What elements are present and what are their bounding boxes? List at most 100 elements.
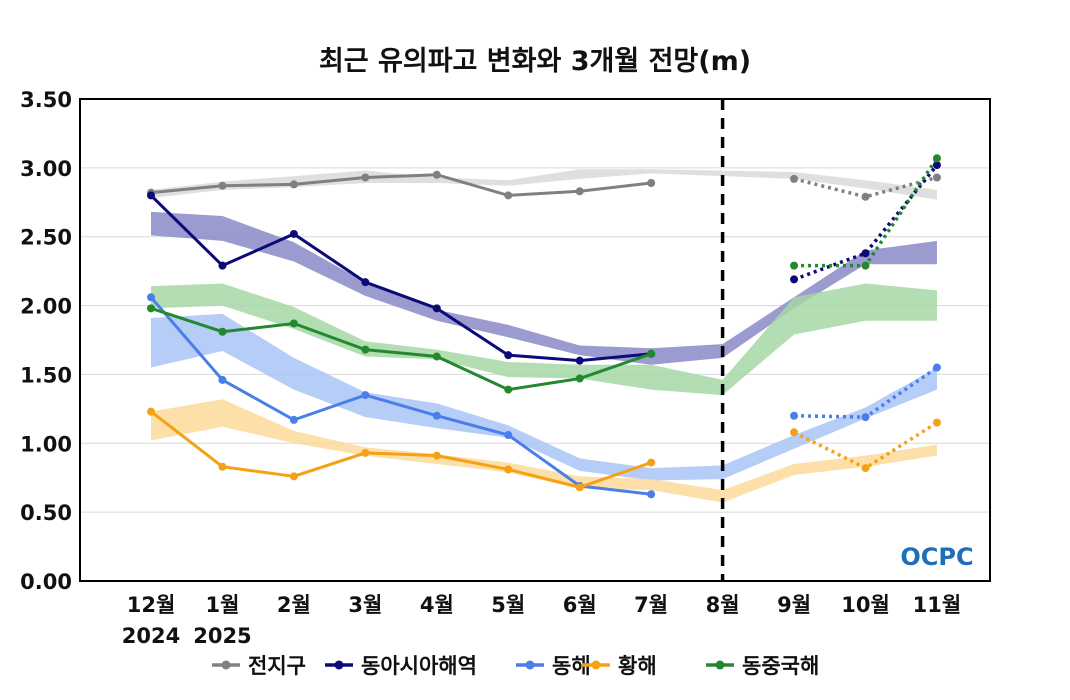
year-label: 2024 — [122, 624, 180, 648]
observed-point — [575, 356, 584, 365]
observed-line-전지구 — [150, 173, 652, 197]
observed-point — [147, 407, 155, 416]
observed-point — [289, 415, 298, 424]
observed-point — [218, 261, 227, 270]
logo-text: OCPC — [900, 543, 973, 571]
legend-marker — [334, 660, 344, 670]
y-tick-label: 1.50 — [20, 363, 72, 387]
observed-point — [504, 465, 513, 474]
observed-point — [218, 375, 227, 384]
observed-point — [218, 181, 227, 190]
y-tick-label: 3.00 — [20, 157, 72, 181]
legend-label: 동중국해 — [742, 654, 819, 678]
forecast-point — [932, 154, 941, 163]
x-axis-ticks: 12월 1월 2월 3월 4월 5월 6월 7월 8월 9월 10월 11월 — [127, 593, 961, 617]
observed-point — [432, 170, 441, 179]
plot-frame — [79, 98, 991, 582]
y-tick-label: 2.50 — [20, 226, 72, 250]
legend-item: 황해 — [582, 654, 657, 678]
legend-marker — [715, 660, 725, 670]
forecast-point — [861, 413, 870, 422]
x-tick-label: 11월 — [913, 593, 962, 617]
forecast-point — [932, 418, 941, 427]
observed-point — [289, 319, 298, 328]
y-tick-label: 2.00 — [20, 295, 72, 319]
forecast-point — [790, 261, 799, 270]
observed-point — [647, 349, 656, 358]
forecast-point — [861, 192, 870, 201]
x-tick-label: 10월 — [841, 593, 890, 617]
range-band-황해 — [151, 399, 937, 503]
legend-label: 전지구 — [248, 654, 306, 678]
range-bands — [151, 169, 937, 503]
legend-label: 황해 — [618, 654, 657, 678]
observed-point — [432, 352, 441, 361]
observed-point — [147, 293, 155, 302]
observed-point — [504, 385, 513, 394]
observed-point — [361, 448, 370, 457]
legend-item: 동아시아해역 — [325, 654, 477, 678]
x-tick-label: 8월 — [706, 593, 740, 617]
observed-point — [289, 229, 298, 238]
forecast-point — [932, 363, 941, 372]
forecast-point — [861, 261, 870, 270]
y-tick-label: 0.50 — [20, 501, 72, 525]
range-band-동아시아해역 — [151, 211, 937, 365]
forecast-point — [932, 173, 941, 182]
observed-point — [647, 490, 656, 499]
observed-point — [504, 431, 513, 440]
x-tick-label: 2월 — [277, 593, 311, 617]
forecast-point — [790, 411, 799, 420]
legend-item: 동중국해 — [706, 654, 819, 678]
observed-point — [361, 173, 370, 182]
x-tick-label: 5월 — [491, 593, 525, 617]
forecast-point — [790, 275, 799, 284]
year-labels: 2024 2025 — [122, 624, 252, 648]
observed-point — [575, 187, 584, 196]
observed-line-황해 — [150, 410, 652, 489]
observed-point — [147, 304, 155, 313]
observed-point — [432, 451, 441, 460]
observed-point — [289, 180, 298, 189]
legend-marker — [525, 660, 535, 670]
x-tick-label: 7월 — [634, 593, 668, 617]
legend-item: 동해 — [516, 654, 591, 678]
observed-point — [218, 327, 227, 336]
ocpc-logo: OCPC — [900, 543, 973, 571]
legend-item: 전지구 — [212, 654, 306, 678]
observed-line-동해 — [149, 296, 652, 496]
year-label: 2025 — [193, 624, 251, 648]
legend-label: 동아시아해역 — [361, 654, 477, 678]
observed-point — [432, 411, 441, 420]
observed-point — [361, 345, 370, 354]
x-tick-label: 12월 — [127, 593, 176, 617]
legend: 전지구 동아시아해역 동해 황해 동중국해 — [212, 654, 819, 678]
forecast-point — [861, 464, 870, 473]
legend-marker — [591, 660, 601, 670]
series-lines — [147, 154, 941, 499]
forecast-point — [861, 249, 870, 258]
observed-point — [647, 179, 656, 188]
y-tick-label: 0.00 — [20, 570, 72, 594]
forecast-point — [790, 428, 799, 437]
y-tick-label: 3.50 — [20, 88, 72, 112]
observed-point — [575, 374, 584, 383]
observed-point — [504, 351, 513, 360]
x-tick-label: 6월 — [563, 593, 597, 617]
x-tick-label: 3월 — [348, 593, 382, 617]
range-band-동중국해 — [151, 283, 937, 396]
x-tick-label: 1월 — [205, 593, 239, 617]
y-tick-label: 1.00 — [20, 432, 72, 456]
observed-point — [504, 191, 513, 200]
observed-point — [647, 458, 656, 467]
observed-point — [361, 391, 370, 400]
y-axis-ticks: 0.00 0.50 1.00 1.50 2.00 2.50 3.00 3.50 — [20, 88, 72, 594]
observed-point — [289, 472, 298, 481]
observed-point — [147, 191, 155, 200]
forecast-point — [790, 174, 799, 183]
range-band-전지구 — [151, 169, 937, 200]
x-tick-label: 4월 — [420, 593, 454, 617]
observed-point — [432, 304, 441, 313]
